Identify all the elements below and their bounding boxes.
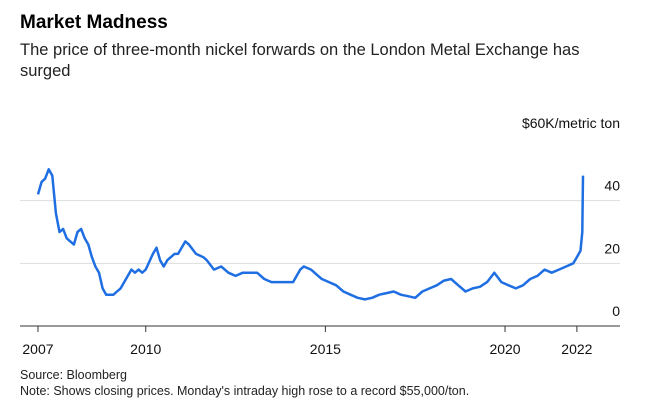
x-tick-label: 2022	[561, 341, 592, 357]
y-tick-label: 40	[604, 178, 620, 194]
price-line	[36, 168, 585, 301]
source: Source: Bloomberg	[20, 368, 128, 382]
note: Note: Shows closing prices. Monday's int…	[20, 384, 470, 398]
x-tick-label: 2010	[130, 341, 161, 357]
x-tick-label: 2007	[22, 341, 53, 357]
chart-title: Market Madness	[20, 12, 168, 33]
y-tick-label: 0	[612, 303, 620, 319]
x-tick-label: 2015	[310, 341, 341, 357]
y-tick-label: 20	[604, 240, 620, 256]
y-tick-label: $60K/metric ton	[522, 115, 620, 131]
chart-subtitle: The price of three-month nickel forwards…	[20, 41, 580, 80]
x-tick-label: 2020	[489, 341, 520, 357]
